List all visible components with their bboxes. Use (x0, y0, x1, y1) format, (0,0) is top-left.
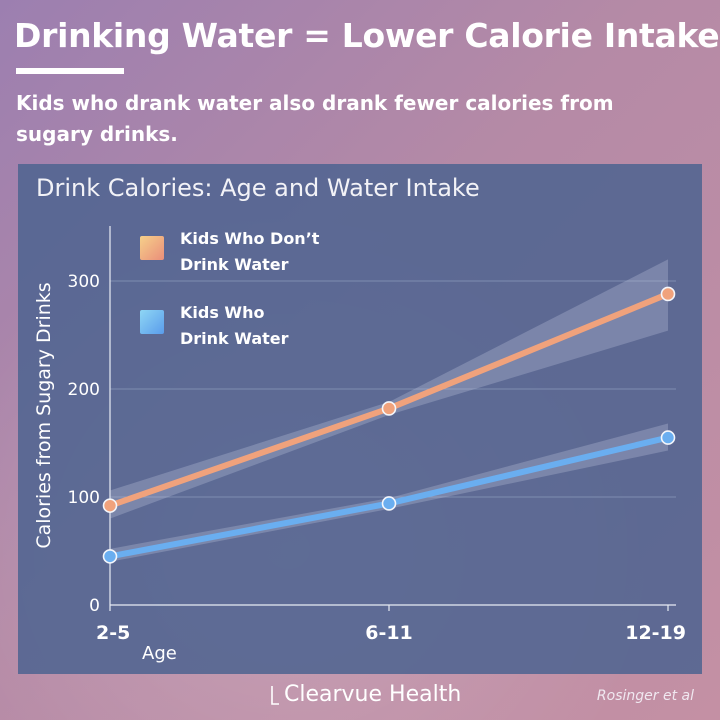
x-tick-label: 2-5 (96, 622, 130, 644)
data-point-water (381, 496, 397, 511)
source-credit: Rosinger et al (596, 688, 694, 704)
chart-panel: Drink Calories: Age and Water Intake 0 10… (18, 164, 702, 674)
data-point-no-water (102, 498, 118, 513)
page-subtitle: Kids who drank water also drank fewer ca… (16, 91, 614, 146)
page-title: Drinking Water = Lower Calorie Intake (14, 16, 720, 55)
legend-label: Drink Water (180, 329, 289, 348)
legend-label: Drink Water (180, 255, 289, 274)
line-chart: 0 100 200 300 2-5 6-11 12-19 Age Calories from S… (33, 226, 686, 664)
data-point-no-water (660, 286, 676, 302)
data-point-water (660, 430, 676, 445)
legend-label: Kids Who (180, 303, 264, 322)
legend-label: Kids Who Don’t (180, 229, 320, 248)
x-axis-title: Age (142, 643, 177, 664)
legend-swatch (140, 236, 164, 260)
y-tick-label: 100 (68, 488, 100, 508)
data-point-water (102, 549, 118, 564)
title-underline (16, 68, 124, 74)
series-line-no-water (107, 290, 671, 509)
brand-name: Clearvue Health (284, 682, 462, 707)
legend-swatch (140, 310, 164, 334)
y-tick-label: 300 (68, 272, 100, 292)
x-tick-label: 12-19 (625, 622, 686, 644)
y-tick-label: 0 (89, 596, 100, 616)
chart-title: Drink Calories: Age and Water Intake (36, 174, 480, 202)
brand-mark-icon (271, 685, 279, 705)
x-tick-label: 6-11 (365, 622, 413, 644)
brand-logo: Clearvue Health (270, 682, 461, 707)
y-tick-label: 200 (68, 380, 100, 400)
data-point-no-water (381, 401, 397, 416)
y-axis-title: Calories from Sugary Drinks (33, 282, 55, 548)
confidence-band-no-water (110, 259, 668, 519)
